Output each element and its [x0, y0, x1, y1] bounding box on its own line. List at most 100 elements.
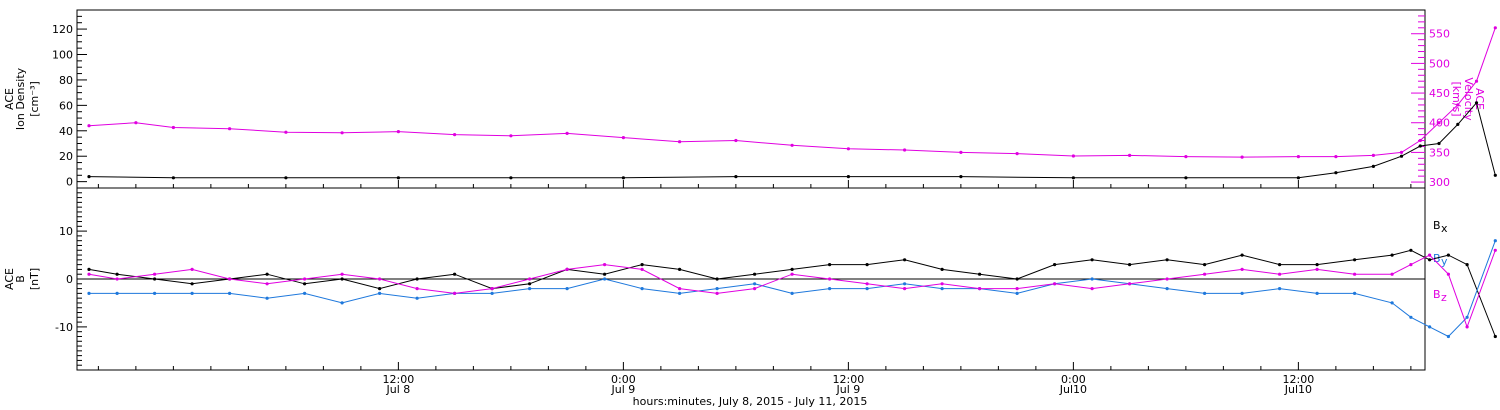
- data-point: [190, 282, 194, 286]
- data-point: [865, 287, 869, 291]
- data-point: [415, 287, 419, 291]
- data-point: [678, 267, 682, 271]
- legend-bz-sub: z: [1441, 291, 1447, 304]
- data-point: [396, 176, 400, 180]
- data-point: [1165, 258, 1169, 262]
- top-panel-frame: [76, 9, 1426, 189]
- x-tick-date-label: Jul 8: [385, 383, 410, 396]
- data-point: [828, 287, 832, 291]
- data-point: [1296, 155, 1300, 159]
- data-point: [1184, 155, 1188, 159]
- x-tick-date-label: Jul10: [1284, 383, 1312, 396]
- data-point: [865, 263, 869, 267]
- data-point: [1315, 263, 1319, 267]
- data-point: [640, 263, 644, 267]
- data-point: [903, 287, 907, 291]
- velocity-tick-label: 300: [1429, 176, 1450, 189]
- data-point: [603, 272, 607, 276]
- data-point: [1446, 253, 1450, 257]
- data-point: [865, 282, 869, 286]
- data-point: [1456, 122, 1460, 126]
- legend-by-sub: y: [1441, 255, 1448, 268]
- data-point: [1418, 144, 1422, 148]
- data-point: [753, 287, 757, 291]
- series-line: [88, 250, 1496, 329]
- data-point: [1240, 267, 1244, 271]
- bfield-tick-label: 0: [66, 273, 73, 286]
- data-point: [1428, 253, 1432, 257]
- x-tick-time-label: 12:00: [383, 373, 415, 386]
- data-point: [171, 176, 175, 180]
- data-point: [640, 267, 644, 271]
- data-point: [715, 291, 719, 295]
- data-point: [1474, 101, 1479, 105]
- bfield-label-line2: B: [14, 275, 27, 283]
- data-point: [228, 291, 232, 295]
- density-label-line3: [cm⁻³]: [28, 81, 41, 117]
- data-point: [565, 131, 569, 135]
- data-point: [828, 263, 832, 267]
- series-line: [88, 27, 1496, 158]
- data-point: [959, 150, 963, 154]
- x-tick-date-label: Jul 9: [835, 383, 860, 396]
- legend-bx: B x: [1433, 219, 1448, 235]
- data-point: [509, 134, 513, 138]
- data-point: [87, 267, 91, 271]
- data-point: [1465, 315, 1469, 319]
- data-point: [790, 143, 794, 147]
- data-point: [1456, 103, 1460, 107]
- bfield-tick-label: 10: [59, 225, 73, 238]
- data-point: [1390, 272, 1394, 276]
- data-point: [846, 147, 851, 151]
- data-point: [1071, 176, 1075, 180]
- data-point: [1493, 173, 1497, 177]
- data-point: [565, 287, 569, 291]
- data-point: [528, 277, 532, 281]
- data-point: [303, 291, 307, 295]
- data-point: [190, 291, 194, 295]
- density-label-line2: Ion Density: [14, 67, 27, 130]
- data-point: [1053, 263, 1057, 267]
- data-point: [415, 296, 419, 300]
- bottom-series-bx: [87, 248, 1497, 339]
- data-point: [340, 301, 344, 305]
- data-point: [753, 272, 757, 276]
- density-tick-label: 40: [59, 125, 73, 138]
- data-point: [153, 272, 157, 276]
- bottom-series-by: [87, 239, 1497, 339]
- density-tick-label: 20: [59, 150, 73, 163]
- data-point: [1409, 315, 1413, 319]
- data-point: [1390, 301, 1394, 305]
- x-tick-date-label: Jul 9: [610, 383, 635, 396]
- data-point: [1240, 253, 1244, 257]
- data-point: [1015, 152, 1019, 156]
- data-point: [228, 277, 232, 281]
- data-point: [115, 272, 119, 276]
- data-point: [940, 282, 944, 286]
- data-point: [1446, 334, 1450, 339]
- data-point: [603, 263, 607, 267]
- data-point: [1165, 277, 1169, 281]
- data-point: [528, 282, 532, 286]
- data-point: [678, 287, 682, 291]
- data-point: [509, 176, 513, 180]
- velocity-label-line1: ACE: [1473, 88, 1486, 110]
- data-point: [1399, 150, 1404, 154]
- data-point: [1409, 248, 1413, 252]
- data-point: [1203, 291, 1207, 295]
- data-point: [940, 287, 944, 291]
- data-point: [1493, 26, 1497, 30]
- data-point: [1090, 287, 1094, 291]
- data-point: [396, 130, 400, 134]
- legend-bz-label: B: [1433, 288, 1441, 301]
- data-point: [1371, 153, 1375, 157]
- data-point: [1465, 325, 1469, 329]
- data-point: [1353, 258, 1357, 262]
- data-point: [678, 291, 682, 295]
- top-series-velocity: [87, 26, 1497, 159]
- x-axis-title: hours:minutes, July 8, 2015 - July 11, 2…: [633, 395, 868, 408]
- data-point: [190, 267, 194, 271]
- data-point: [453, 133, 457, 137]
- legend-bx-label: B: [1433, 219, 1441, 232]
- data-point: [1315, 291, 1319, 295]
